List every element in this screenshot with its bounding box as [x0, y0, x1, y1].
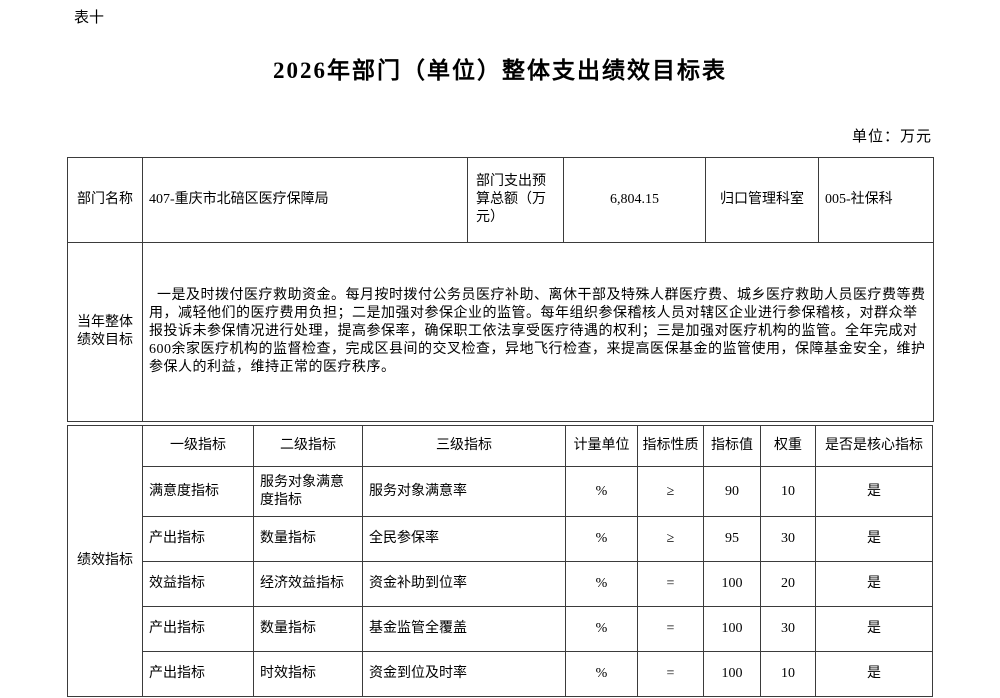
cell-level2: 经济效益指标 — [253, 561, 363, 607]
indicator-row: 产出指标 数量指标 基金监管全覆盖 % = 100 30 是 — [68, 606, 933, 652]
cell-level3: 全民参保率 — [362, 516, 566, 562]
managing-office-value: 005-社保科 — [818, 157, 934, 243]
indicator-row: 效益指标 经济效益指标 资金补助到位率 % = 100 20 是 — [68, 561, 933, 607]
cell-level3: 基金监管全覆盖 — [362, 606, 566, 652]
indicator-row: 产出指标 时效指标 资金到位及时率 % = 100 10 是 — [68, 651, 933, 697]
cell-level2: 数量指标 — [253, 606, 363, 652]
cell-weight: 10 — [760, 651, 816, 697]
unit-note: 单位：万元 — [851, 129, 932, 145]
indicator-row: 产出指标 数量指标 全民参保率 % ≥ 95 30 是 — [68, 516, 933, 562]
cell-core: 是 — [815, 466, 933, 517]
cell-core: 是 — [815, 561, 933, 607]
info-table: 部门名称 407-重庆市北碚区医疗保障局 部门支出预算总额（万元） 6,804.… — [67, 157, 934, 422]
cell-weight: 10 — [760, 466, 816, 517]
cell-level2: 服务对象满意度指标 — [253, 466, 363, 517]
cell-core: 是 — [815, 651, 933, 697]
managing-office-label: 归口管理科室 — [705, 157, 819, 243]
cell-level1: 产出指标 — [142, 651, 254, 697]
header-unit: 计量单位 — [565, 425, 638, 467]
cell-value: 100 — [703, 606, 761, 652]
cell-nature: ≥ — [637, 466, 704, 517]
cell-unit: % — [565, 561, 638, 607]
cell-level2: 数量指标 — [253, 516, 363, 562]
cell-value: 100 — [703, 651, 761, 697]
cell-core: 是 — [815, 606, 933, 652]
cell-level3: 服务对象满意率 — [362, 466, 566, 517]
cell-value: 90 — [703, 466, 761, 517]
cell-nature: ≥ — [637, 516, 704, 562]
indicator-row: 满意度指标 服务对象满意度指标 服务对象满意率 % ≥ 90 10 是 — [68, 466, 933, 517]
cell-level1: 效益指标 — [142, 561, 254, 607]
annual-goal-cell: 一是及时拨付医疗救助资金。每月按时拨付公务员医疗补助、离休干部及特殊人群医疗费、… — [142, 242, 934, 422]
cell-value: 95 — [703, 516, 761, 562]
cell-level2: 时效指标 — [253, 651, 363, 697]
cell-unit: % — [565, 516, 638, 562]
cell-weight: 30 — [760, 516, 816, 562]
annual-goal-label: 当年整体绩效目标 — [67, 242, 143, 422]
cell-nature: = — [637, 606, 704, 652]
cell-unit: % — [565, 651, 638, 697]
page-title: 2026年部门（单位）整体支出绩效目标表 — [273, 58, 727, 83]
header-nature: 指标性质 — [637, 425, 704, 467]
cell-nature: = — [637, 561, 704, 607]
budget-total-value: 6,804.15 — [563, 157, 706, 243]
cell-core: 是 — [815, 516, 933, 562]
header-core: 是否是核心指标 — [815, 425, 933, 467]
cell-unit: % — [565, 606, 638, 652]
indicators-header-row: 绩效指标 一级指标 二级指标 三级指标 计量单位 指标性质 指标值 权重 是否是… — [67, 425, 933, 697]
indicators-table: 绩效指标 一级指标 二级指标 三级指标 计量单位 指标性质 指标值 权重 是否是… — [67, 425, 933, 697]
cell-weight: 30 — [760, 606, 816, 652]
dept-name-label: 部门名称 — [67, 157, 143, 243]
cell-level3: 资金补助到位率 — [362, 561, 566, 607]
cell-level1: 产出指标 — [142, 516, 254, 562]
header-level2: 二级指标 — [253, 425, 363, 467]
header-level3: 三级指标 — [362, 425, 566, 467]
cell-unit: % — [565, 466, 638, 517]
cell-value: 100 — [703, 561, 761, 607]
budget-total-label: 部门支出预算总额（万元） — [467, 157, 564, 243]
header-level1: 一级指标 — [142, 425, 254, 467]
header-value: 指标值 — [703, 425, 761, 467]
indicators-section-label: 绩效指标 — [67, 425, 143, 697]
goal-row: 当年整体绩效目标 一是及时拨付医疗救助资金。每月按时拨付公务员医疗补助、离休干部… — [67, 242, 934, 422]
cell-weight: 20 — [760, 561, 816, 607]
dept-name-value: 407-重庆市北碚区医疗保障局 — [142, 157, 468, 243]
annual-goal-text: 一是及时拨付医疗救助资金。每月按时拨付公务员医疗补助、离休干部及特殊人群医疗费、… — [149, 288, 926, 375]
table-number-label: 表十 — [74, 10, 105, 26]
header-weight: 权重 — [760, 425, 816, 467]
cell-level1: 产出指标 — [142, 606, 254, 652]
cell-level3: 资金到位及时率 — [362, 651, 566, 697]
cell-level1: 满意度指标 — [142, 466, 254, 517]
cell-nature: = — [637, 651, 704, 697]
info-row: 部门名称 407-重庆市北碚区医疗保障局 部门支出预算总额（万元） 6,804.… — [67, 157, 934, 243]
